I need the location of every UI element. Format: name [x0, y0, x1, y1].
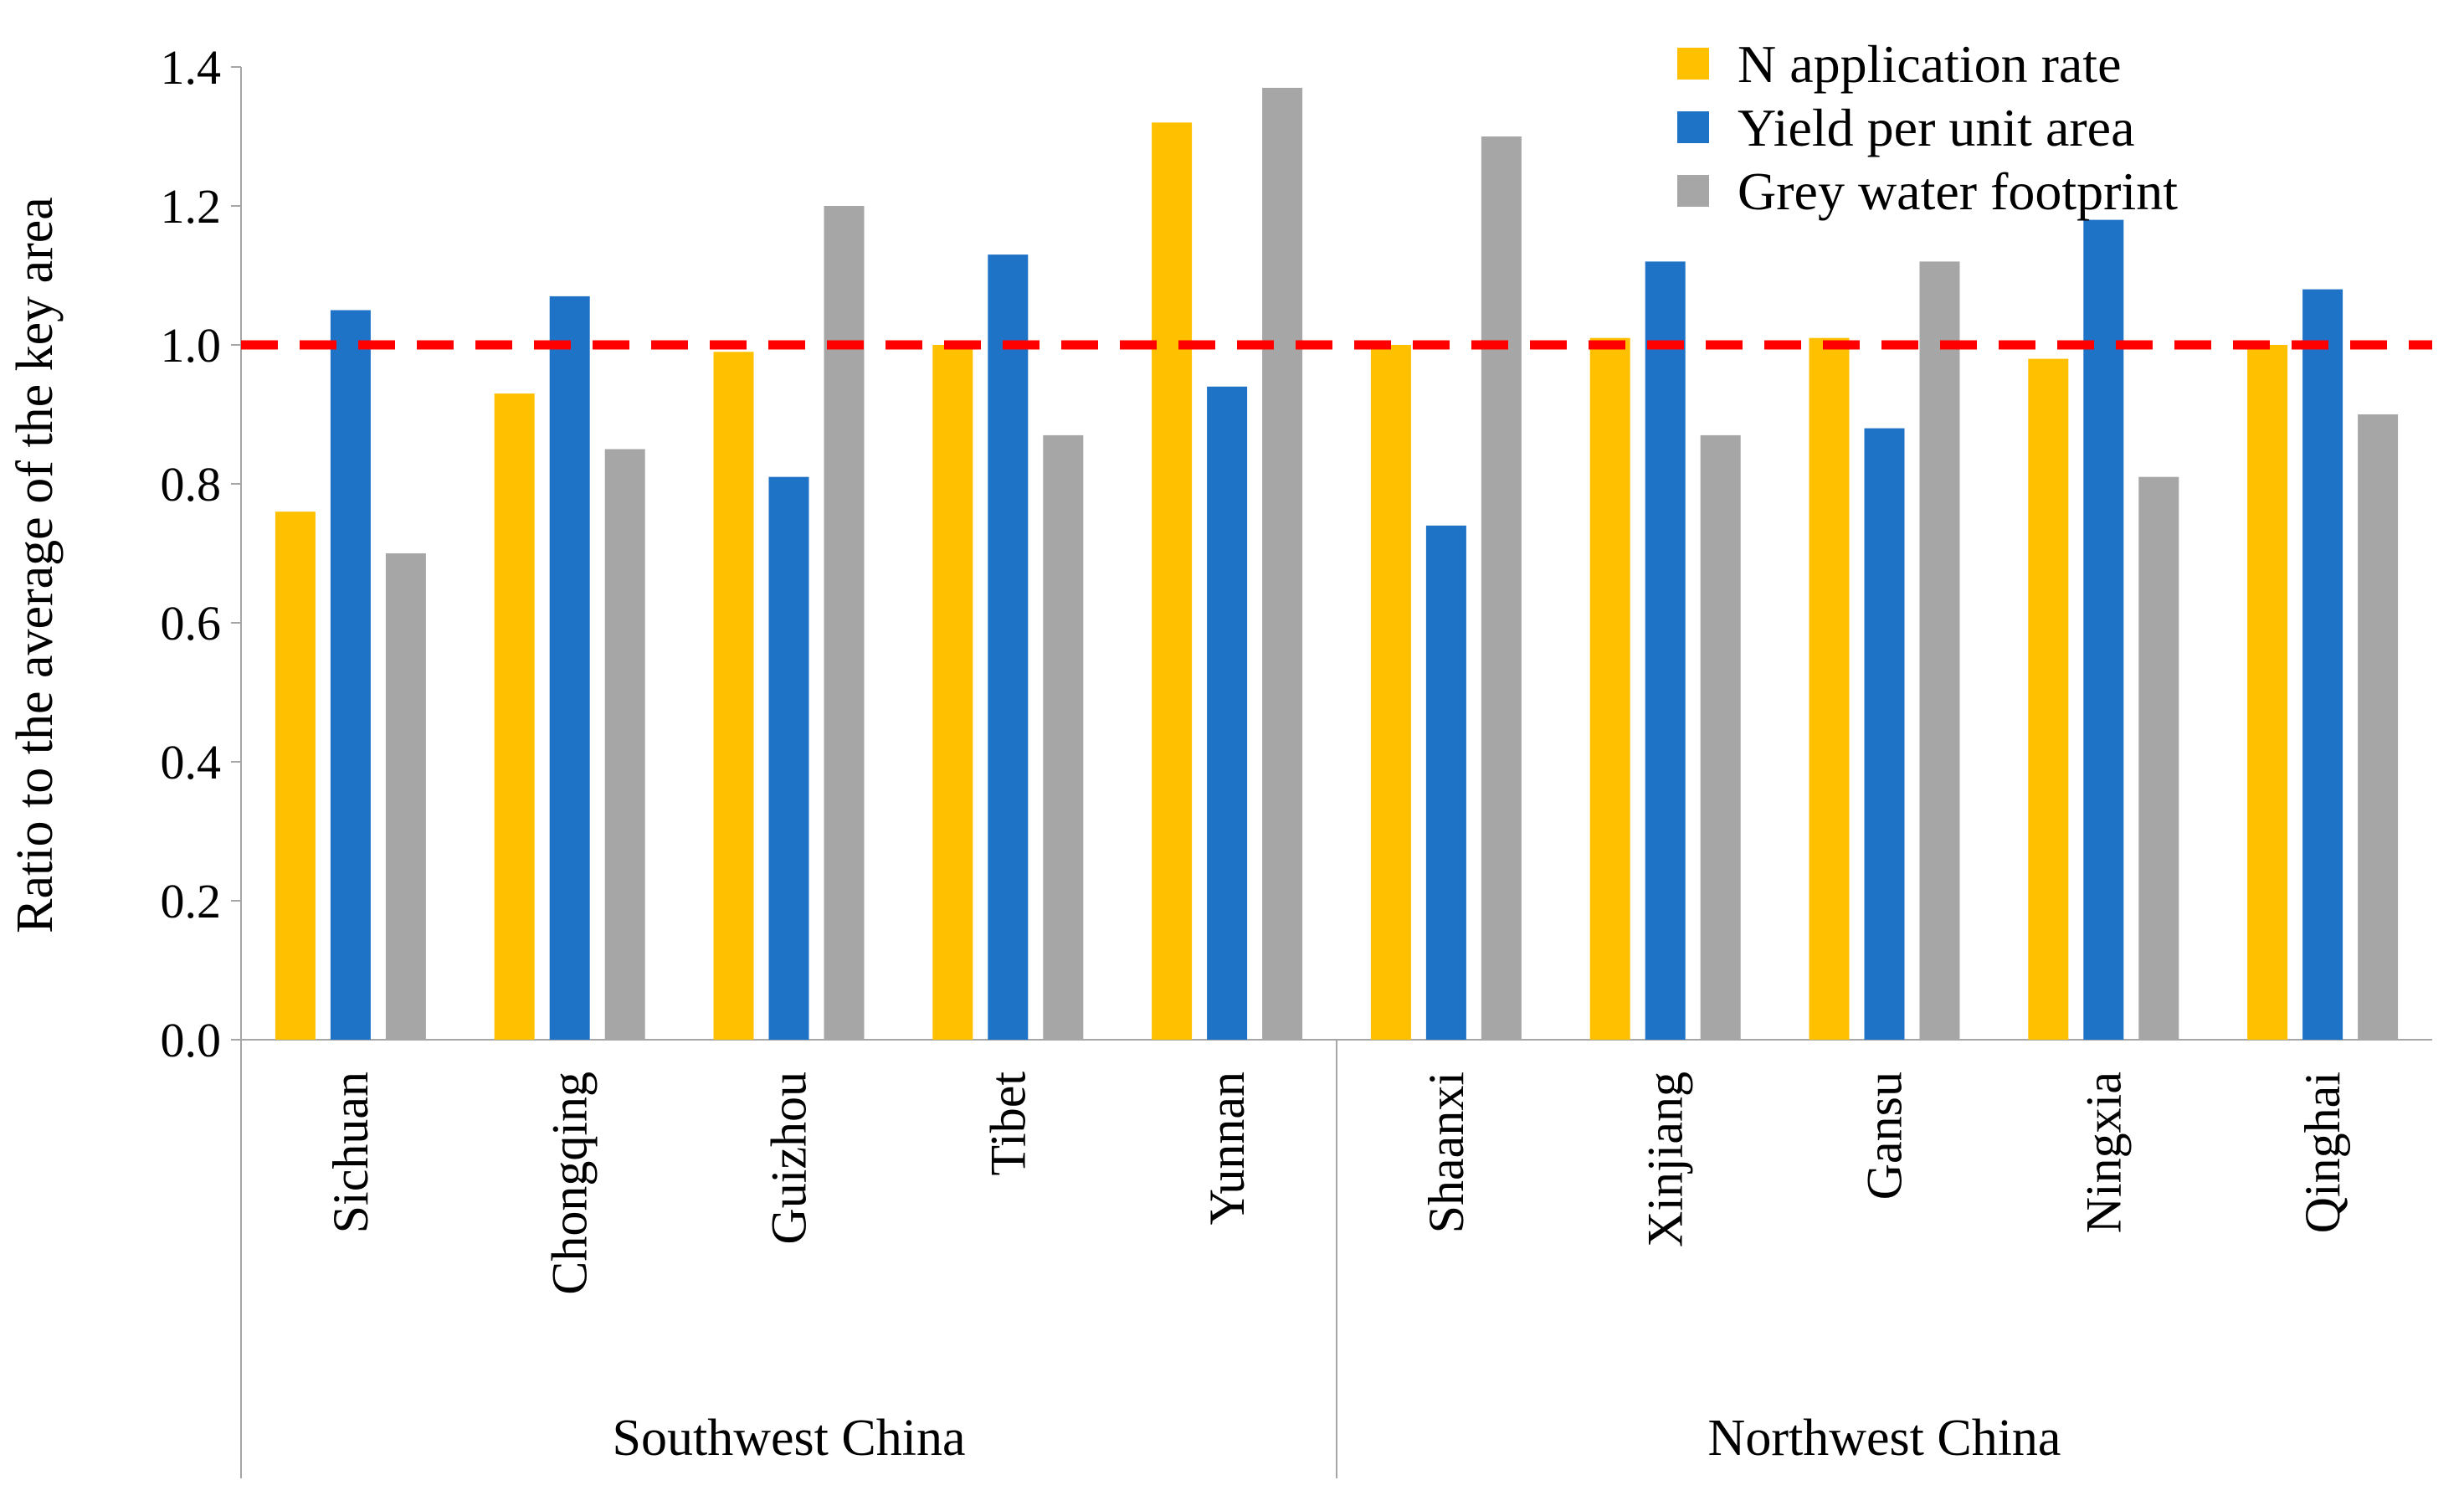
bar-n-application-rate-guizhou — [713, 352, 754, 1040]
bar-yield-per-unit-area-xinjiang — [1645, 261, 1686, 1040]
x-category-label: Qinghai — [2295, 1072, 2350, 1233]
bar-n-application-rate-shaanxi — [1370, 345, 1411, 1040]
bar-yield-per-unit-area-chongqing — [549, 296, 590, 1040]
bar-yield-per-unit-area-tibet — [988, 254, 1029, 1041]
group-label: Northwest China — [1708, 1410, 2061, 1467]
bar-n-application-rate-chongqing — [494, 393, 535, 1041]
legend-swatch-yield — [1677, 111, 1709, 143]
bar-grey-water-footprint-xinjiang — [1700, 434, 1741, 1040]
bar-grey-water-footprint-tibet — [1043, 434, 1084, 1040]
bar-n-application-rate-ningxia — [2028, 358, 2069, 1041]
bar-grey-water-footprint-yunnan — [1262, 87, 1303, 1040]
bar-n-application-rate-xinjiang — [1589, 337, 1630, 1040]
bar-yield-per-unit-area-qinghai — [2302, 289, 2343, 1041]
x-category-labels: Sichuan Chongqing Guizhou Tibet Yunnan Shaanx… — [323, 1072, 2350, 1295]
bar-grey-water-footprint-qinghai — [2358, 414, 2399, 1040]
bar-yield-per-unit-area-ningxia — [2083, 219, 2124, 1041]
y-tick-label: 0.0 — [161, 1013, 222, 1067]
bar-grey-water-footprint-sichuan — [385, 553, 426, 1040]
legend-label-grey-water: Grey water footprint — [1738, 162, 2178, 221]
y-tick-label: 0.2 — [161, 874, 222, 928]
bar-n-application-rate-qinghai — [2247, 345, 2288, 1040]
bar-yield-per-unit-area-guizhou — [768, 476, 809, 1040]
y-tick-label: 1.4 — [161, 40, 222, 95]
y-tick-label: 0.6 — [161, 596, 222, 650]
y-tick-label: 1.2 — [161, 179, 222, 234]
y-tick-label: 1.0 — [161, 318, 222, 373]
bar-grey-water-footprint-shaanxi — [1481, 136, 1522, 1040]
bar-n-application-rate-tibet — [932, 345, 973, 1040]
bar-grey-water-footprint-chongqing — [604, 449, 645, 1040]
legend: N application rate Yield per unit area G… — [1677, 34, 2178, 221]
legend-label-yield: Yield per unit area — [1738, 98, 2134, 157]
x-category-label: Shaanxi — [1419, 1072, 1474, 1233]
legend-swatch-grey-water — [1677, 175, 1709, 207]
bar-n-application-rate-sichuan — [275, 511, 316, 1040]
y-tick-label: 0.4 — [161, 735, 222, 789]
legend-label-n-application: N application rate — [1738, 34, 2121, 94]
y-tick-label: 0.8 — [161, 457, 222, 511]
x-category-label: Guizhou — [762, 1072, 817, 1245]
x-category-label: Yunnan — [1199, 1072, 1255, 1225]
bar-yield-per-unit-area-yunnan — [1207, 386, 1248, 1040]
group-label: Southwest China — [613, 1410, 966, 1467]
bar-grey-water-footprint-ningxia — [2138, 476, 2179, 1040]
bar-yield-per-unit-area-gansu — [1864, 428, 1905, 1041]
y-axis-title: Ratio to the average of the key area — [7, 197, 64, 933]
bar-yield-per-unit-area-shaanxi — [1425, 525, 1466, 1040]
bars — [275, 87, 2399, 1041]
x-category-label: Tibet — [980, 1072, 1035, 1176]
bar-n-application-rate-gansu — [1809, 337, 1850, 1040]
bar-grey-water-footprint-gansu — [1919, 261, 1960, 1040]
x-category-label: Ningxia — [2076, 1072, 2131, 1233]
x-category-label: Chongqing — [542, 1072, 598, 1295]
x-category-label: Gansu — [1857, 1072, 1912, 1200]
x-category-label: Xinjiang — [1638, 1072, 1693, 1247]
y-tick-labels: 0.0 0.2 0.4 0.6 0.8 1.0 1.2 1.4 — [161, 40, 222, 1067]
bar-grey-water-footprint-guizhou — [824, 206, 865, 1040]
legend-swatch-n-application — [1677, 48, 1709, 80]
group-labels: Southwest China Northwest China — [613, 1410, 2061, 1467]
bar-n-application-rate-yunnan — [1152, 122, 1193, 1040]
x-category-label: Sichuan — [323, 1072, 378, 1233]
bar-yield-per-unit-area-sichuan — [330, 310, 371, 1040]
